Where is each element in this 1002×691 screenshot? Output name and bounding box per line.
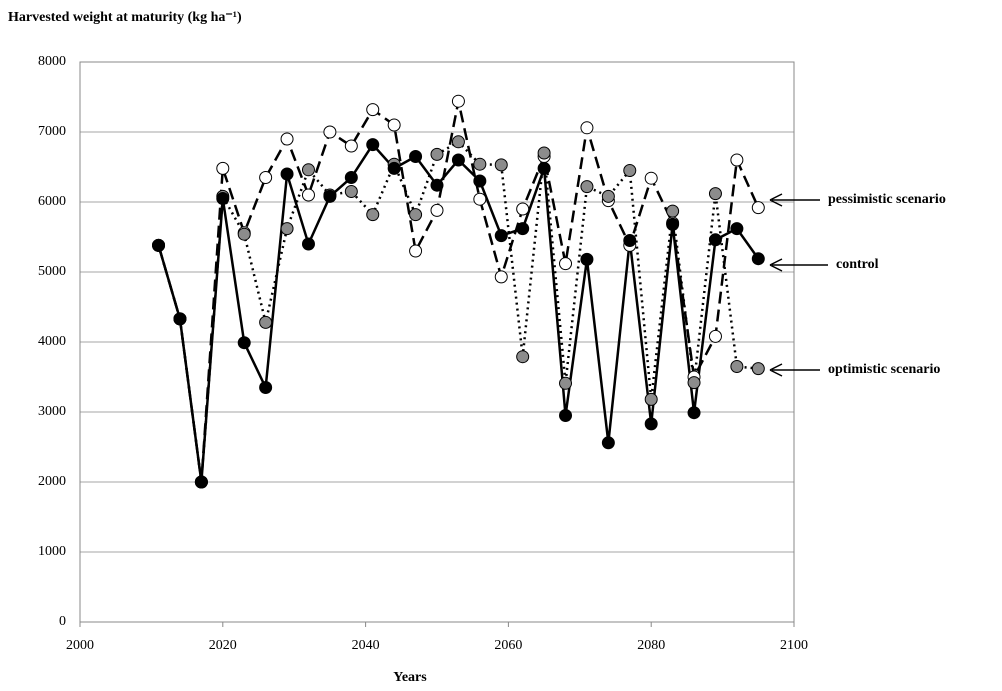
data-point bbox=[194, 475, 208, 489]
y-tick-label: 4000 bbox=[38, 334, 66, 349]
data-point bbox=[366, 103, 380, 117]
data-point bbox=[644, 417, 658, 431]
data-point bbox=[216, 161, 230, 175]
data-point bbox=[666, 217, 680, 231]
data-point bbox=[430, 203, 444, 217]
data-point bbox=[366, 208, 380, 222]
data-point bbox=[409, 244, 423, 258]
data-point bbox=[708, 233, 722, 247]
x-tick-label: 2060 bbox=[494, 638, 522, 653]
data-point bbox=[430, 178, 444, 192]
data-point bbox=[280, 167, 294, 181]
data-point bbox=[559, 376, 573, 390]
data-point bbox=[751, 362, 765, 376]
data-point bbox=[494, 158, 508, 172]
chart-title: Harvested weight at maturity (kg ha⁻¹) bbox=[8, 10, 242, 25]
data-point bbox=[280, 222, 294, 236]
data-point bbox=[708, 187, 722, 201]
data-point bbox=[644, 392, 658, 406]
data-point bbox=[751, 252, 765, 266]
data-point bbox=[494, 229, 508, 243]
data-point bbox=[451, 153, 465, 167]
data-point bbox=[152, 238, 166, 252]
x-tick-label: 2020 bbox=[209, 638, 237, 653]
data-point bbox=[730, 153, 744, 167]
data-point bbox=[280, 132, 294, 146]
data-point bbox=[344, 185, 358, 198]
y-tick-label: 2000 bbox=[38, 474, 66, 489]
x-tick-label: 2080 bbox=[637, 638, 665, 653]
data-point bbox=[516, 202, 530, 216]
data-point bbox=[644, 171, 658, 185]
data-point bbox=[708, 329, 722, 343]
data-point bbox=[516, 222, 530, 236]
data-point bbox=[516, 350, 530, 364]
data-point bbox=[323, 189, 337, 203]
data-point bbox=[259, 381, 273, 394]
series-line bbox=[157, 142, 760, 483]
data-point bbox=[237, 227, 251, 241]
data-point bbox=[473, 174, 487, 188]
x-tick-label: 2100 bbox=[780, 638, 808, 653]
data-point bbox=[237, 336, 251, 350]
data-point bbox=[687, 376, 701, 390]
data-point bbox=[301, 188, 315, 202]
data-point bbox=[537, 161, 551, 175]
data-point bbox=[387, 118, 401, 132]
y-tick-label: 3000 bbox=[38, 404, 66, 419]
data-point bbox=[580, 252, 594, 266]
data-point bbox=[473, 192, 487, 206]
data-point bbox=[730, 360, 744, 373]
data-point bbox=[301, 237, 315, 251]
plot-border bbox=[79, 61, 795, 623]
annotation-arrowhead bbox=[769, 258, 783, 272]
data-point bbox=[409, 208, 423, 222]
data-point bbox=[559, 257, 573, 271]
data-point bbox=[580, 121, 594, 135]
legend-label: pessimistic scenario bbox=[828, 192, 946, 207]
data-point bbox=[473, 157, 487, 171]
data-point bbox=[623, 164, 637, 177]
data-point bbox=[451, 135, 465, 149]
data-point bbox=[323, 125, 337, 139]
x-tick-label: 2000 bbox=[66, 638, 94, 653]
data-point bbox=[559, 409, 573, 422]
y-tick-label: 0 bbox=[59, 614, 66, 629]
y-tick-label: 5000 bbox=[38, 264, 66, 279]
data-point bbox=[666, 204, 680, 218]
legend-label: control bbox=[836, 257, 879, 272]
data-point bbox=[623, 234, 637, 247]
data-point bbox=[344, 171, 358, 184]
data-point bbox=[259, 171, 273, 184]
data-point bbox=[216, 192, 230, 205]
data-point bbox=[687, 406, 701, 420]
data-point bbox=[494, 270, 508, 284]
data-point bbox=[387, 161, 401, 175]
y-tick-label: 1000 bbox=[38, 544, 66, 559]
x-axis-label: Years bbox=[393, 670, 427, 685]
annotation-arrowhead bbox=[769, 193, 783, 207]
data-point bbox=[730, 222, 744, 236]
legend-label: optimistic scenario bbox=[828, 362, 940, 377]
data-point bbox=[537, 146, 551, 160]
series-line bbox=[157, 140, 759, 483]
data-point bbox=[301, 163, 315, 177]
annotation-arrowhead bbox=[769, 363, 783, 377]
y-tick-label: 7000 bbox=[38, 124, 66, 139]
data-point bbox=[344, 139, 358, 153]
data-point bbox=[366, 138, 380, 152]
data-point bbox=[751, 201, 765, 215]
data-point bbox=[601, 436, 615, 450]
data-point bbox=[173, 312, 187, 326]
y-tick-label: 6000 bbox=[38, 194, 66, 209]
x-tick-label: 2040 bbox=[352, 638, 380, 653]
data-point bbox=[409, 150, 423, 163]
data-point bbox=[451, 94, 465, 108]
data-point bbox=[259, 315, 273, 329]
data-point bbox=[580, 180, 594, 194]
data-point bbox=[430, 147, 444, 161]
y-tick-label: 8000 bbox=[38, 54, 66, 69]
data-point bbox=[601, 189, 615, 203]
